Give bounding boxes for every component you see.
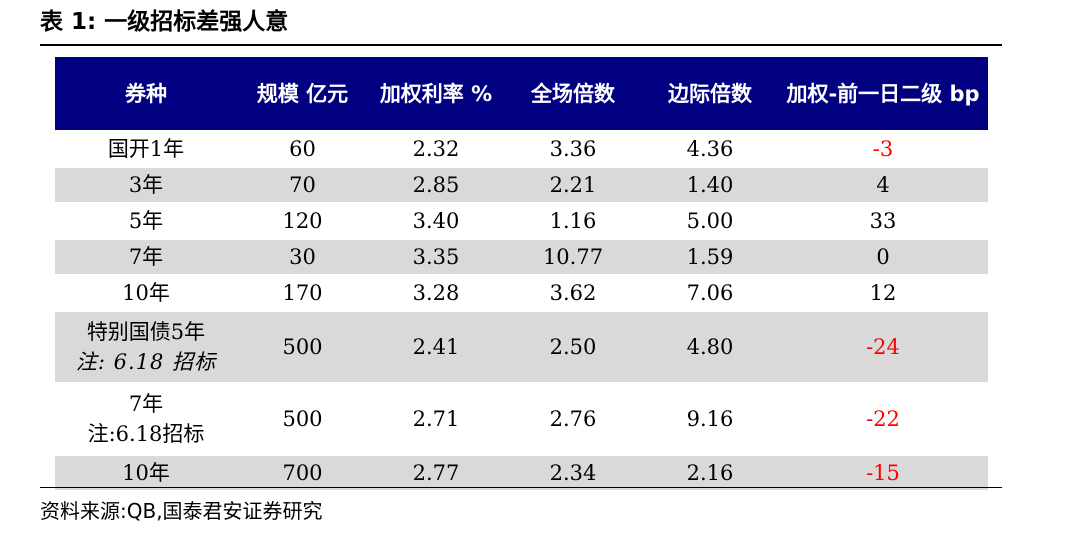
header-marginal-multiple: 边际倍数 — [642, 57, 778, 132]
spread-bp-cell: 33 — [778, 202, 988, 239]
scale-cell: 70 — [237, 166, 368, 203]
table-row: 7年 注:6.18招标 500 2.71 2.76 9.16 -22 — [55, 382, 988, 455]
table-row: 3年 70 2.85 2.21 1.40 4 — [55, 166, 988, 203]
scale-cell: 120 — [237, 202, 368, 239]
bond-name-cell: 5年 — [55, 202, 237, 239]
marginal-multiple-cell: 1.59 — [642, 238, 778, 275]
table-row: 国开1年 60 2.32 3.36 4.36 -3 — [55, 130, 988, 167]
bottom-rule — [40, 487, 1002, 488]
bond-name-cell: 3年 — [55, 166, 237, 203]
source-note: 资料来源:QB,国泰君安证券研究 — [40, 499, 323, 523]
table-row: 10年 700 2.77 2.34 2.16 -15 — [55, 454, 988, 490]
spread-bp-cell: -24 — [778, 310, 988, 383]
marginal-multiple-cell: 1.40 — [642, 166, 778, 203]
bond-name: 5年 — [128, 209, 164, 233]
scale-cell: 700 — [237, 454, 368, 490]
table-row: 10年 170 3.28 3.62 7.06 12 — [55, 274, 988, 311]
bond-name-cell: 7年注:6.18招标 — [55, 382, 237, 455]
table-row: 7年 30 3.35 10.77 1.59 0 — [55, 238, 988, 275]
header-spread-bp: 加权-前一日二级 bp — [778, 57, 988, 132]
spread-bp-cell: -3 — [778, 130, 988, 167]
bond-name: 国开1年 — [107, 137, 185, 161]
bond-name-cell: 10年 — [55, 274, 237, 311]
table-row: 5年 120 3.40 1.16 5.00 33 — [55, 202, 988, 239]
scale-cell: 170 — [237, 274, 368, 311]
spread-bp-cell: -22 — [778, 382, 988, 455]
header-full-multiple: 全场倍数 — [504, 57, 642, 132]
full-multiple-cell: 10.77 — [504, 238, 642, 275]
bond-name-cell: 特别国债5年 注: 6.18 招标 — [55, 310, 237, 383]
bond-name: 3年 — [128, 173, 164, 197]
auction-note: 注: 6.18 招标 — [75, 350, 217, 374]
bond-auction-table: 券种 规模 亿元 加权利率 % 全场倍数 边际倍数 加权-前一日二级 bp 国开… — [55, 57, 988, 490]
full-multiple-cell: 2.34 — [504, 454, 642, 490]
rate-cell: 2.41 — [368, 310, 504, 383]
marginal-multiple-cell: 7.06 — [642, 274, 778, 311]
bond-name: 10年 — [122, 281, 170, 305]
rate-cell: 2.77 — [368, 454, 504, 490]
marginal-multiple-cell: 9.16 — [642, 382, 778, 455]
auction-note: 注:6.18招标 — [87, 422, 205, 446]
header-row: 券种 规模 亿元 加权利率 % 全场倍数 边际倍数 加权-前一日二级 bp — [55, 57, 988, 132]
full-multiple-cell: 1.16 — [504, 202, 642, 239]
spread-bp-cell: 0 — [778, 238, 988, 275]
marginal-multiple-cell: 4.36 — [642, 130, 778, 167]
bond-name: 10年 — [122, 461, 170, 485]
scale-cell: 500 — [237, 310, 368, 383]
table-title: 表 1: 一级招标差强人意 — [40, 9, 289, 35]
scale-cell: 60 — [237, 130, 368, 167]
header-weighted-rate: 加权利率 % — [368, 57, 504, 132]
rate-cell: 3.40 — [368, 202, 504, 239]
spread-bp-cell: 4 — [778, 166, 988, 203]
bond-name: 特别国债5年 — [86, 320, 206, 344]
spread-bp-cell: 12 — [778, 274, 988, 311]
spread-bp-cell: -15 — [778, 454, 988, 490]
marginal-multiple-cell: 5.00 — [642, 202, 778, 239]
rate-cell: 3.28 — [368, 274, 504, 311]
bond-name-cell: 7年 — [55, 238, 237, 275]
marginal-multiple-cell: 4.80 — [642, 310, 778, 383]
bond-name-cell: 国开1年 — [55, 130, 237, 167]
bond-name: 7年 — [128, 392, 164, 416]
full-multiple-cell: 3.36 — [504, 130, 642, 167]
rate-cell: 3.35 — [368, 238, 504, 275]
header-scale: 规模 亿元 — [237, 57, 368, 132]
scale-cell: 500 — [237, 382, 368, 455]
header-bond-type: 券种 — [55, 57, 237, 132]
full-multiple-cell: 3.62 — [504, 274, 642, 311]
scale-cell: 30 — [237, 238, 368, 275]
bond-name-cell: 10年 — [55, 454, 237, 490]
rate-cell: 2.32 — [368, 130, 504, 167]
full-multiple-cell: 2.50 — [504, 310, 642, 383]
rate-cell: 2.85 — [368, 166, 504, 203]
rate-cell: 2.71 — [368, 382, 504, 455]
bond-name: 7年 — [128, 245, 164, 269]
marginal-multiple-cell: 2.16 — [642, 454, 778, 490]
table-row: 特别国债5年 注: 6.18 招标 500 2.41 2.50 4.80 -24 — [55, 310, 988, 383]
full-multiple-cell: 2.76 — [504, 382, 642, 455]
title-rule — [40, 44, 1002, 46]
full-multiple-cell: 2.21 — [504, 166, 642, 203]
